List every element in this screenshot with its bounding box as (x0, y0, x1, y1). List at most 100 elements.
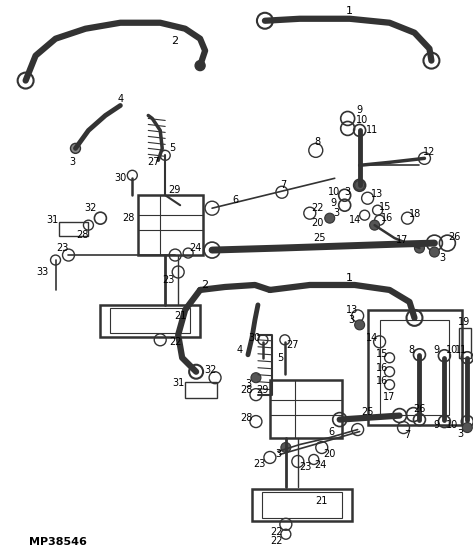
Text: 16: 16 (382, 213, 394, 223)
Circle shape (355, 180, 365, 190)
Text: 18: 18 (410, 209, 421, 219)
Text: 15: 15 (379, 202, 392, 212)
Bar (100, 305, 200, 337)
Bar (185, 382, 217, 398)
Circle shape (251, 372, 261, 383)
Text: 23: 23 (162, 275, 174, 285)
Text: 28: 28 (122, 213, 135, 223)
Text: 11: 11 (455, 345, 467, 355)
Circle shape (355, 320, 365, 330)
Text: 3: 3 (69, 158, 75, 168)
Text: 4: 4 (237, 345, 243, 355)
Circle shape (414, 243, 424, 253)
Text: 5: 5 (277, 353, 283, 363)
Text: 1: 1 (346, 273, 353, 283)
Text: 26: 26 (413, 404, 426, 414)
Text: 11: 11 (365, 126, 378, 136)
Text: 10: 10 (446, 419, 458, 430)
Circle shape (429, 247, 439, 257)
Text: 13: 13 (346, 305, 358, 315)
Text: 2: 2 (172, 36, 179, 46)
Text: 22: 22 (169, 337, 182, 347)
Text: 24: 24 (189, 243, 201, 253)
Text: 26: 26 (448, 232, 461, 242)
Text: 13: 13 (371, 189, 383, 199)
Text: 14: 14 (365, 333, 378, 343)
Text: 9: 9 (331, 198, 337, 208)
Bar (368, 310, 462, 425)
Text: 24: 24 (315, 461, 327, 471)
Text: 28: 28 (240, 385, 252, 395)
Text: 12: 12 (423, 147, 436, 158)
Text: 25: 25 (313, 233, 326, 243)
Text: 5: 5 (169, 143, 175, 153)
Text: 22: 22 (271, 527, 283, 537)
Circle shape (462, 423, 472, 433)
Text: 2: 2 (201, 280, 209, 290)
Bar (270, 380, 342, 437)
Text: 22: 22 (311, 203, 324, 213)
Text: 10: 10 (328, 187, 340, 197)
Text: 23: 23 (300, 462, 312, 472)
Text: 8: 8 (409, 345, 415, 355)
Text: 21: 21 (316, 496, 328, 506)
Text: 23: 23 (254, 460, 266, 469)
Bar (380, 320, 449, 414)
Text: 6: 6 (232, 195, 238, 205)
Bar (252, 489, 352, 521)
Text: 3: 3 (348, 315, 355, 325)
Text: 10: 10 (356, 116, 368, 126)
Text: 20: 20 (311, 218, 324, 228)
Text: 7: 7 (280, 180, 286, 190)
Circle shape (325, 213, 335, 223)
Text: 3: 3 (334, 208, 340, 218)
Text: 20: 20 (324, 450, 336, 460)
Bar (58, 222, 89, 236)
Circle shape (281, 442, 291, 452)
Text: 3: 3 (245, 379, 251, 388)
Text: 6: 6 (328, 426, 335, 436)
Text: 9: 9 (356, 105, 363, 116)
Text: 27: 27 (287, 340, 299, 350)
Text: 10: 10 (446, 345, 458, 355)
Text: 17: 17 (396, 235, 409, 245)
Text: 19: 19 (458, 317, 471, 327)
Text: 28: 28 (76, 230, 89, 240)
Circle shape (195, 61, 205, 71)
Text: 32: 32 (204, 365, 216, 375)
Text: 31: 31 (46, 215, 59, 225)
Text: 30: 30 (248, 333, 260, 343)
Text: 29: 29 (257, 385, 269, 395)
Text: 3: 3 (345, 187, 351, 197)
Bar (262, 493, 342, 518)
Text: 7: 7 (404, 430, 410, 440)
Text: 4: 4 (117, 94, 123, 104)
Circle shape (71, 143, 81, 153)
Text: 30: 30 (114, 173, 127, 183)
Text: 22: 22 (271, 536, 283, 546)
Text: 9: 9 (433, 345, 439, 355)
Text: 3: 3 (457, 429, 464, 439)
Text: 3: 3 (439, 253, 446, 263)
Bar (138, 195, 203, 255)
Text: 28: 28 (240, 413, 252, 423)
Text: 8: 8 (315, 137, 321, 147)
Text: 33: 33 (36, 267, 49, 277)
Text: 16: 16 (376, 376, 389, 386)
Circle shape (370, 220, 380, 230)
Text: 15: 15 (376, 349, 389, 359)
Text: 9: 9 (433, 419, 439, 430)
Text: 1: 1 (346, 6, 353, 16)
Text: 25: 25 (361, 407, 374, 417)
Bar (110, 308, 190, 333)
Text: 27: 27 (147, 158, 159, 168)
Text: 16: 16 (376, 363, 389, 372)
Text: 23: 23 (56, 243, 69, 253)
Bar (459, 328, 471, 358)
Text: 32: 32 (84, 203, 97, 213)
Text: 21: 21 (174, 311, 186, 321)
Text: 17: 17 (383, 392, 396, 402)
Text: 31: 31 (172, 377, 184, 388)
Text: 3: 3 (275, 450, 281, 460)
Text: 29: 29 (168, 185, 181, 195)
